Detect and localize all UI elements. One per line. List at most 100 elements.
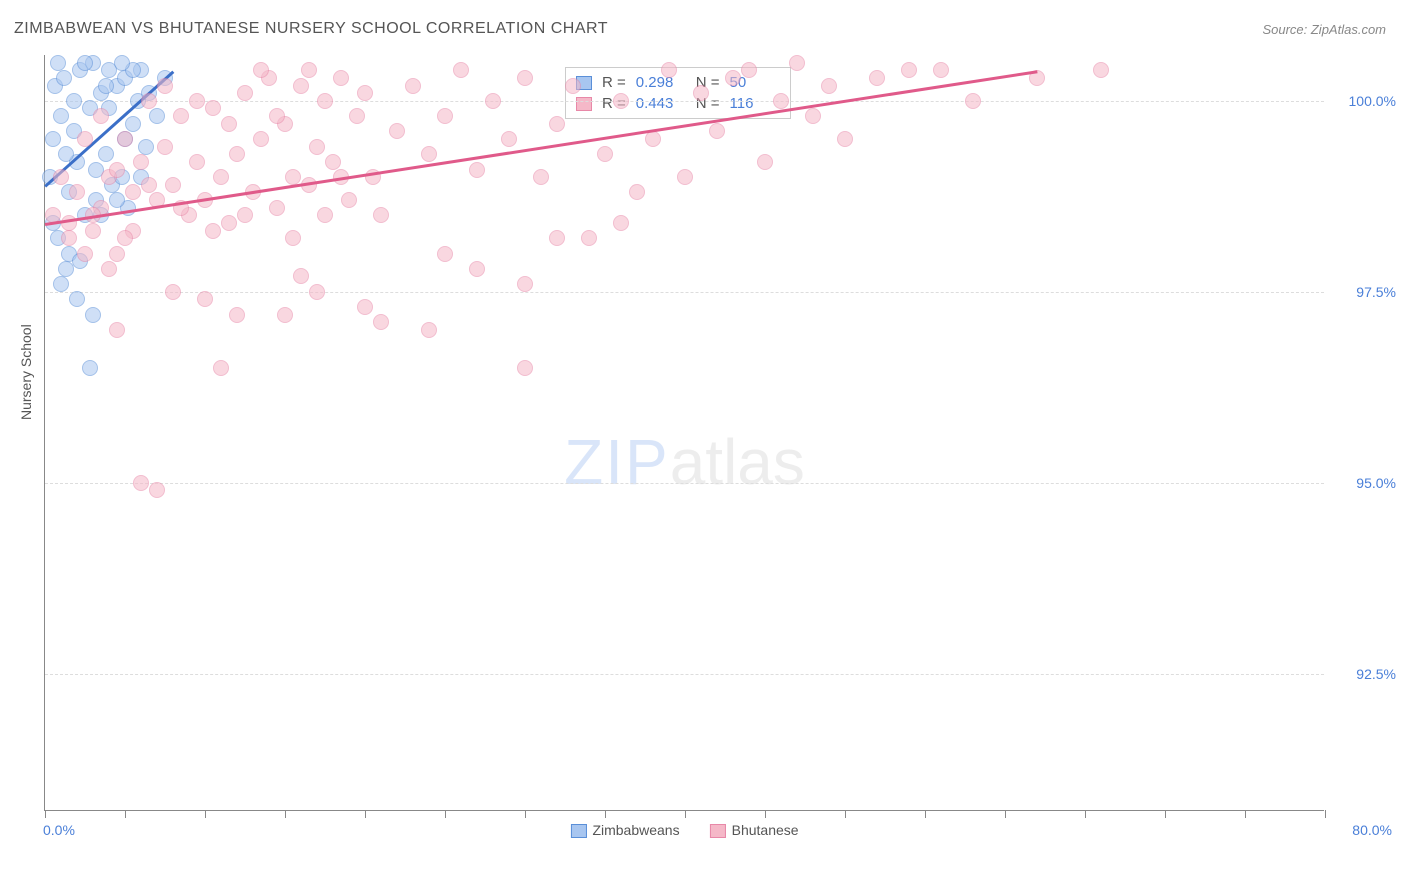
scatter-point <box>138 139 154 155</box>
scatter-point <box>613 215 629 231</box>
y-tick-label: 92.5% <box>1356 666 1396 682</box>
r-value: 0.298 <box>636 74 686 91</box>
scatter-point <box>98 146 114 162</box>
scatter-point <box>45 131 61 147</box>
scatter-point <box>389 123 405 139</box>
scatter-point <box>165 177 181 193</box>
x-tick <box>285 810 286 818</box>
scatter-point <box>293 268 309 284</box>
x-tick <box>445 810 446 818</box>
scatter-point <box>301 62 317 78</box>
scatter-point <box>485 93 501 109</box>
scatter-point <box>341 192 357 208</box>
scatter-point <box>309 139 325 155</box>
scatter-point <box>53 108 69 124</box>
scatter-point <box>965 93 981 109</box>
x-tick <box>765 810 766 818</box>
scatter-point <box>69 184 85 200</box>
scatter-point <box>741 62 757 78</box>
scatter-point <box>317 93 333 109</box>
source-label: Source: ZipAtlas.com <box>1262 22 1386 37</box>
scatter-point <box>82 360 98 376</box>
scatter-point <box>1093 62 1109 78</box>
scatter-point <box>56 70 72 86</box>
scatter-point <box>317 207 333 223</box>
scatter-point <box>709 123 725 139</box>
scatter-point <box>98 78 114 94</box>
x-tick <box>925 810 926 818</box>
gridline <box>45 101 1324 102</box>
scatter-point <box>629 184 645 200</box>
scatter-point <box>213 360 229 376</box>
y-tick-label: 100.0% <box>1349 93 1396 109</box>
scatter-point <box>373 314 389 330</box>
scatter-point <box>109 192 125 208</box>
r-value: 0.443 <box>636 95 686 112</box>
watermark-zip: ZIP <box>564 426 670 498</box>
legend-item: Bhutanese <box>710 822 799 838</box>
scatter-point <box>133 154 149 170</box>
y-tick-label: 97.5% <box>1356 284 1396 300</box>
scatter-point <box>69 291 85 307</box>
scatter-point <box>517 70 533 86</box>
scatter-point <box>125 184 141 200</box>
scatter-point <box>53 169 69 185</box>
scatter-point <box>237 207 253 223</box>
scatter-point <box>213 169 229 185</box>
x-tick <box>205 810 206 818</box>
scatter-point <box>114 55 130 71</box>
scatter-point <box>405 78 421 94</box>
legend-label: Zimbabweans <box>592 822 679 838</box>
scatter-point <box>437 246 453 262</box>
scatter-point <box>101 261 117 277</box>
scatter-point <box>277 307 293 323</box>
scatter-point <box>437 108 453 124</box>
scatter-point <box>189 93 205 109</box>
scatter-point <box>837 131 853 147</box>
scatter-point <box>61 230 77 246</box>
scatter-point <box>357 299 373 315</box>
stats-row: R =0.443N =116 <box>576 93 780 114</box>
scatter-point <box>109 322 125 338</box>
x-tick <box>1325 810 1326 818</box>
scatter-point <box>725 70 741 86</box>
scatter-point <box>901 62 917 78</box>
legend-swatch <box>710 824 726 838</box>
legend-swatch <box>570 824 586 838</box>
scatter-point <box>613 93 629 109</box>
x-axis-min-label: 0.0% <box>43 822 75 838</box>
scatter-point <box>149 108 165 124</box>
scatter-point <box>773 93 789 109</box>
gridline <box>45 674 1324 675</box>
scatter-point <box>77 131 93 147</box>
scatter-point <box>189 154 205 170</box>
scatter-point <box>77 246 93 262</box>
scatter-point <box>517 276 533 292</box>
watermark-atlas: atlas <box>670 426 805 498</box>
scatter-point <box>693 85 709 101</box>
scatter-point <box>109 246 125 262</box>
scatter-point <box>597 146 613 162</box>
scatter-point <box>325 154 341 170</box>
r-label: R = <box>602 74 626 91</box>
scatter-point <box>85 307 101 323</box>
scatter-point <box>117 230 133 246</box>
scatter-point <box>581 230 597 246</box>
x-tick <box>365 810 366 818</box>
scatter-point <box>661 62 677 78</box>
scatter-point <box>517 360 533 376</box>
scatter-point <box>125 116 141 132</box>
scatter-point <box>269 200 285 216</box>
scatter-point <box>349 108 365 124</box>
scatter-point <box>821 78 837 94</box>
scatter-point <box>50 55 66 71</box>
scatter-point <box>58 261 74 277</box>
x-tick <box>525 810 526 818</box>
scatter-point <box>133 475 149 491</box>
scatter-point <box>221 116 237 132</box>
scatter-point <box>229 146 245 162</box>
scatter-point <box>141 93 157 109</box>
chart-title: ZIMBABWEAN VS BHUTANESE NURSERY SCHOOL C… <box>14 20 608 38</box>
scatter-point <box>66 93 82 109</box>
y-axis-label: Nursery School <box>18 324 34 420</box>
